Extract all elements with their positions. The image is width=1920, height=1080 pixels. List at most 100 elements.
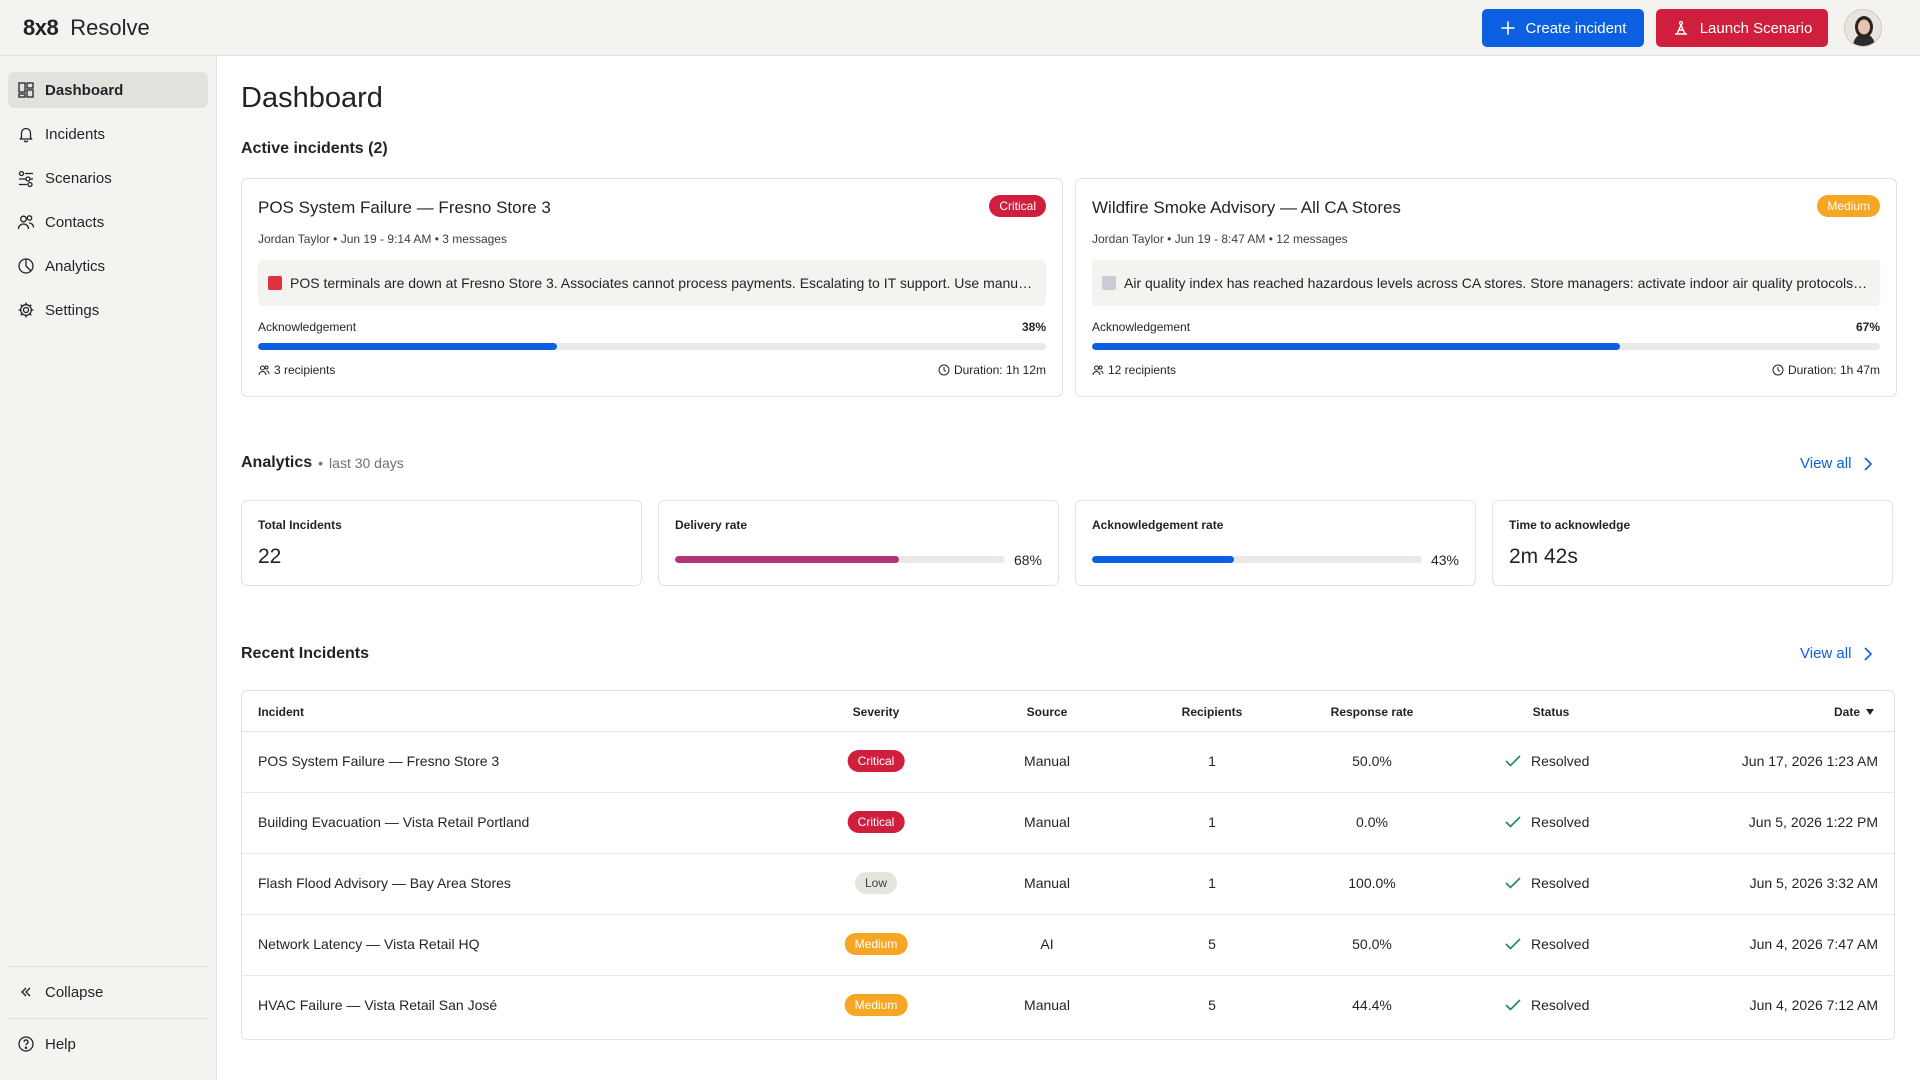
- incident-name: POS System Failure — Fresno Store 3: [258, 753, 500, 769]
- ack-value: 67%: [1855, 320, 1880, 334]
- check-icon: [1505, 938, 1521, 950]
- duration-text: Duration: 1h 12m: [953, 363, 1046, 377]
- incident-name: Flash Flood Advisory — Bay Area Stores: [258, 875, 511, 891]
- recent-incidents-table: Incident Severity Source Recipients Resp…: [241, 690, 1895, 1040]
- severity-badge: Medium: [844, 933, 908, 955]
- col-date-label: Date: [1833, 705, 1860, 719]
- sidebar: Dashboard Incidents Scenarios Contacts A…: [0, 56, 217, 1080]
- ack-rate-progress-track: [1092, 556, 1422, 563]
- status-text: Resolved: [1531, 875, 1590, 891]
- main-content: Dashboard Active incidents (2) POS Syste…: [217, 56, 1920, 1080]
- table-row[interactable]: POS System Failure — Fresno Store 3 Criti…: [242, 732, 1894, 793]
- status-text: Resolved: [1531, 814, 1590, 830]
- incident-title: POS System Failure — Fresno Store 3: [258, 198, 551, 217]
- ack-rate-progress-fill: [1092, 556, 1234, 563]
- sidebar-item-label: Incidents: [45, 125, 106, 143]
- sidebar-item-incidents[interactable]: Incidents: [8, 116, 208, 152]
- stat-card-delivery-rate: Delivery rate 68%: [658, 500, 1059, 586]
- dashboard-icon: [17, 81, 35, 99]
- col-source[interactable]: Source: [1026, 705, 1068, 719]
- response-rate-cell: 0.0%: [1356, 814, 1388, 830]
- recent-view-all-link[interactable]: View all: [1800, 645, 1873, 662]
- stat-label: Delivery rate: [675, 518, 748, 532]
- incident-message-text: Air quality index has reached hazardous …: [1124, 275, 1870, 291]
- collapse-button[interactable]: Collapse: [8, 974, 208, 1010]
- recipients-cell: 1: [1208, 875, 1216, 891]
- sidebar-item-label: Analytics: [45, 257, 106, 275]
- clock-icon: [1772, 364, 1784, 376]
- col-date[interactable]: Date: [1834, 705, 1874, 719]
- stat-card-acknowledgement-rate: Acknowledgement rate 43%: [1075, 500, 1476, 586]
- incident-duration: Duration: 1h 12m: [938, 363, 1046, 377]
- sidebar-item-label: Dashboard: [45, 81, 124, 99]
- duration-text: Duration: 1h 47m: [1787, 363, 1880, 377]
- incident-message: POS terminals are down at Fresno Store 3…: [258, 260, 1046, 306]
- table-row[interactable]: HVAC Failure — Vista Retail San José Medi…: [242, 976, 1894, 1037]
- col-severity[interactable]: Severity: [852, 705, 900, 719]
- sidebar-item-dashboard[interactable]: Dashboard: [8, 72, 208, 108]
- incident-duration: Duration: 1h 47m: [1772, 363, 1880, 377]
- siren-icon: [268, 276, 282, 290]
- source-cell: Manual: [1024, 814, 1070, 830]
- date-cell: Jun 4, 2026 7:12 AM: [1749, 997, 1878, 1013]
- table-row[interactable]: Building Evacuation — Vista Retail Portl…: [242, 793, 1894, 854]
- view-all-label: View all: [1800, 455, 1852, 472]
- ack-progress-fill: [258, 343, 558, 350]
- contacts-icon: [17, 213, 35, 231]
- app-logo[interactable]: 8x8 Resolve: [23, 14, 150, 42]
- col-recipients[interactable]: Recipients: [1181, 705, 1243, 719]
- status-text: Resolved: [1531, 997, 1590, 1013]
- incident-name: HVAC Failure — Vista Retail San José: [258, 997, 498, 1013]
- chevrons-left-icon: [17, 983, 35, 1001]
- active-incident-card[interactable]: Wildfire Smoke Advisory — All CA Stores …: [1075, 178, 1897, 397]
- incident-title: Wildfire Smoke Advisory — All CA Stores: [1092, 198, 1401, 217]
- col-status[interactable]: Status: [1532, 705, 1570, 719]
- sidebar-item-settings[interactable]: Settings: [8, 292, 208, 328]
- ack-progress-track: [1092, 343, 1880, 350]
- help-button[interactable]: Help: [8, 1026, 208, 1062]
- col-incident[interactable]: Incident: [258, 705, 305, 719]
- delivery-progress-fill: [675, 556, 900, 563]
- launch-scenario-button[interactable]: Launch Scenario: [1656, 9, 1828, 47]
- launch-icon: [1674, 20, 1687, 35]
- date-cell: Jun 5, 2026 3:32 AM: [1749, 875, 1878, 891]
- status-text: Resolved: [1531, 753, 1590, 769]
- ack-progress-fill: [1092, 343, 1620, 350]
- incident-name: Building Evacuation — Vista Retail Portl…: [258, 814, 530, 830]
- ack-value: 38%: [1021, 320, 1046, 334]
- incident-meta: Jordan Taylor • Jun 19 - 9:14 AM • 3 mes…: [258, 232, 507, 246]
- severity-badge: Critical: [847, 811, 905, 833]
- stat-label: Time to acknowledge: [1509, 518, 1631, 532]
- recipients-cell: 1: [1208, 753, 1216, 769]
- response-rate-cell: 44.4%: [1352, 997, 1392, 1013]
- view-all-label: View all: [1800, 645, 1852, 662]
- recipients-text: 12 recipients: [1108, 363, 1177, 377]
- sidebar-item-scenarios[interactable]: Scenarios: [8, 160, 208, 196]
- stat-card-total-incidents: Total Incidents 22: [241, 500, 642, 586]
- analytics-view-all-link[interactable]: View all: [1800, 455, 1873, 472]
- sidebar-item-label: Scenarios: [45, 169, 112, 187]
- separator-dot: •: [318, 455, 324, 471]
- source-cell: Manual: [1024, 997, 1070, 1013]
- table-row[interactable]: Network Latency — Vista Retail HQ Medium A…: [242, 915, 1894, 976]
- chart-pie-icon: [17, 257, 35, 275]
- severity-badge: Low: [854, 872, 898, 894]
- launch-scenario-label: Launch Scenario: [1699, 19, 1813, 37]
- recipients-cell: 5: [1208, 936, 1216, 952]
- incident-meta: Jordan Taylor • Jun 19 - 8:47 AM • 12 me…: [1092, 232, 1348, 246]
- status-cell: Resolved: [1505, 753, 1589, 769]
- recent-incidents-title: Recent Incidents: [241, 645, 370, 662]
- col-response-rate[interactable]: Response rate: [1330, 705, 1414, 719]
- help-circle-icon: [17, 1035, 35, 1053]
- stat-label: Total Incidents: [258, 518, 342, 532]
- active-incident-card[interactable]: POS System Failure — Fresno Store 3 Crit…: [241, 178, 1063, 397]
- response-rate-cell: 100.0%: [1348, 875, 1396, 891]
- table-row[interactable]: Flash Flood Advisory — Bay Area Stores Lo…: [242, 854, 1894, 915]
- sidebar-item-contacts[interactable]: Contacts: [8, 204, 208, 240]
- date-cell: Jun 17, 2026 1:23 AM: [1741, 753, 1878, 769]
- sidebar-item-analytics[interactable]: Analytics: [8, 248, 208, 284]
- chevron-right-icon: [1864, 646, 1873, 661]
- incident-message: Air quality index has reached hazardous …: [1092, 260, 1880, 306]
- create-incident-button[interactable]: Create incident: [1482, 9, 1644, 47]
- user-avatar[interactable]: [1844, 9, 1882, 47]
